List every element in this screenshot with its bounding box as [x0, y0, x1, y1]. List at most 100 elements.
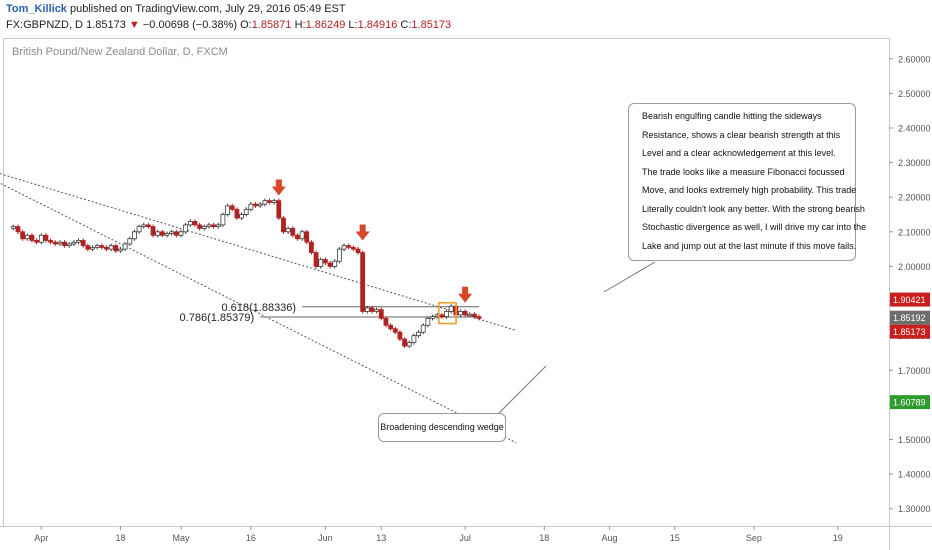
- price-tag-label: 1.85192: [893, 313, 926, 323]
- candle-body: [122, 243, 128, 250]
- candle-body: [350, 246, 356, 250]
- close-label: C:: [400, 19, 412, 31]
- candle-body: [159, 231, 165, 236]
- candle-body: [71, 241, 77, 245]
- candle-body: [234, 208, 240, 219]
- fib-levels: 0.618(1.88336)0.786(1.85379): [180, 302, 480, 324]
- high-value: 1.86249: [305, 19, 346, 31]
- close-value: 1.85173: [411, 19, 452, 31]
- y-tick-label: 1.40000: [898, 470, 931, 480]
- y-tick-label: 2.40000: [898, 123, 931, 133]
- candle-body: [248, 203, 254, 210]
- low-label: L:: [348, 19, 358, 31]
- markers: [271, 179, 473, 325]
- candle-body: [57, 241, 63, 245]
- y-tick-label: 1.30000: [898, 504, 931, 514]
- candle-body: [416, 331, 421, 337]
- candle-body: [43, 234, 49, 241]
- x-tick-label: 19: [833, 533, 843, 543]
- candle-body: [262, 200, 268, 205]
- candle-body: [369, 307, 375, 312]
- price-tag: [890, 310, 930, 325]
- price-tag: [890, 395, 930, 410]
- candle-body: [66, 243, 72, 247]
- candle-body: [113, 245, 119, 252]
- candle-body: [458, 311, 463, 316]
- candle-body: [290, 227, 296, 236]
- candle-body: [267, 200, 272, 203]
- down-arrow-marker-icon: [458, 286, 473, 303]
- price-tag: [890, 324, 930, 339]
- candle-body: [150, 226, 156, 236]
- candle-body: [364, 307, 370, 312]
- candle-body: [304, 231, 310, 243]
- candle-body: [360, 252, 366, 312]
- note-line: Literally couldn't look any better. With…: [642, 203, 865, 214]
- candle-body: [462, 311, 468, 316]
- candle-body: [220, 214, 226, 226]
- candle-body: [341, 245, 347, 250]
- wedge-note: Broadening descending wedge: [378, 413, 506, 442]
- fib-786-label: 0.786(1.85379): [180, 312, 255, 324]
- candle-body: [94, 245, 100, 248]
- y-tick-label: 2.30000: [898, 158, 931, 168]
- candle-body: [136, 226, 142, 233]
- candle-body: [253, 203, 258, 207]
- x-tick-label: 16: [246, 533, 256, 543]
- x-tick-label: Jul: [459, 533, 471, 543]
- candle-body: [285, 227, 291, 233]
- author-link[interactable]: Tom_Killick: [6, 3, 67, 15]
- candle-body: [145, 224, 151, 228]
- candle-body: [299, 231, 305, 240]
- candle-body: [48, 240, 53, 243]
- candles: [10, 198, 482, 349]
- x-tick-label: 15: [670, 533, 680, 543]
- y-tick-label: 2.20000: [898, 193, 931, 203]
- candle-body: [76, 240, 81, 243]
- candle-body: [425, 317, 431, 326]
- low-value: 1.84916: [357, 19, 398, 31]
- trend-lines: [0, 173, 656, 444]
- candle-body: [141, 224, 147, 228]
- candle-body: [388, 324, 394, 330]
- candle-body: [118, 248, 123, 252]
- down-arrow-marker-icon: [271, 179, 286, 196]
- candle-body: [313, 252, 319, 267]
- price-change: −0.00698 (−0.38%): [142, 19, 238, 31]
- note-line: Bearish engulfing candle hitting the sid…: [642, 111, 822, 121]
- x-tick-label: 18: [115, 533, 125, 543]
- candle-body: [15, 226, 21, 233]
- header-bar: Tom_Killick published on TradingView.com…: [0, 0, 932, 34]
- candle-body: [29, 234, 35, 241]
- candle-body: [392, 328, 398, 333]
- x-tick-label: Apr: [34, 533, 48, 543]
- candle-body: [448, 305, 454, 312]
- candle-body: [85, 245, 91, 250]
- candle-body: [476, 316, 482, 319]
- candle-body: [225, 205, 230, 215]
- price-axis: 2.60000 2.50000 2.40000 2.30000 2.20000 2.100…: [889, 54, 931, 514]
- note-pointer-line: [497, 365, 547, 415]
- candle-body: [355, 248, 361, 253]
- x-tick-label: Jun: [318, 533, 333, 543]
- price-chart[interactable]: British Pound/New Zealand Dollar, D, FXC…: [0, 34, 932, 550]
- candle-body: [444, 311, 449, 318]
- note-pointer-line: [603, 261, 656, 293]
- candle-body: [243, 208, 249, 215]
- price-tag-label: 1.60789: [893, 398, 926, 408]
- candle-body: [229, 205, 235, 210]
- candle-body: [62, 241, 67, 247]
- high-label: H:: [294, 19, 306, 31]
- candle-body: [187, 221, 193, 226]
- candle-body: [155, 231, 161, 236]
- y-tick-label: 2.60000: [898, 54, 931, 64]
- candle-body: [132, 231, 137, 240]
- candle-body: [430, 316, 435, 319]
- candle-body: [99, 245, 105, 248]
- candle-body: [406, 342, 412, 347]
- candle-body: [295, 234, 300, 240]
- y-tick-label: 2.50000: [898, 89, 931, 99]
- wedge-trend-line: [0, 173, 517, 331]
- candle-body: [24, 234, 30, 240]
- candle-body: [10, 226, 16, 229]
